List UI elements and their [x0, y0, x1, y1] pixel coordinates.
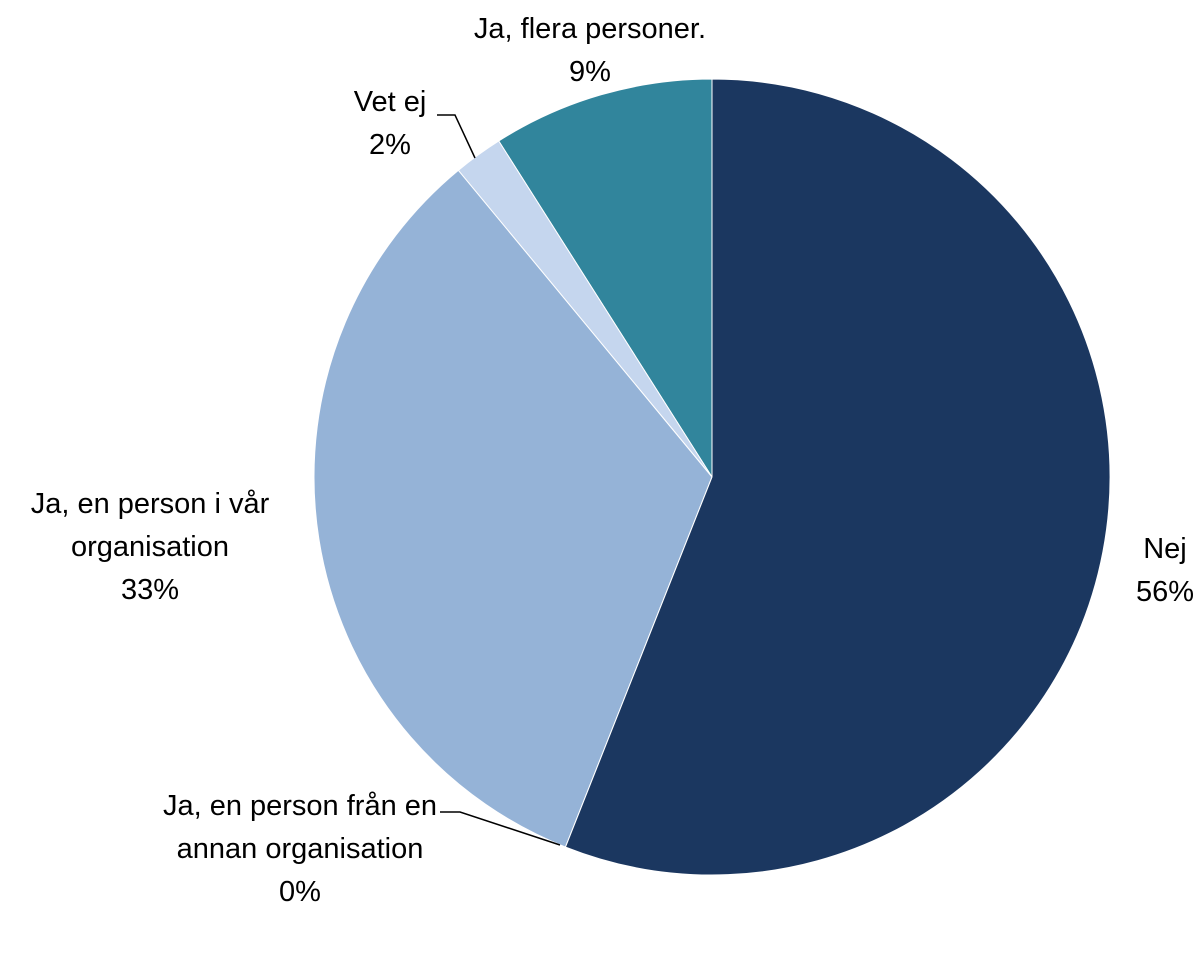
pie-slice: [313, 169, 713, 848]
value-label: 0%: [279, 876, 321, 908]
pie-slice: [564, 78, 1111, 876]
slice-label: Nej 56%: [1120, 528, 1201, 614]
category-label: Vet ej: [353, 86, 427, 118]
pie-slice: [498, 78, 713, 479]
slice-label: Ja, en person i vår organisation 33%: [0, 483, 300, 612]
category-label: Ja, flera personer.: [473, 13, 707, 45]
category-label: Ja, en person från en annan organisation: [162, 790, 438, 865]
value-label: 33%: [120, 574, 180, 606]
slice-label: Vet ej 2%: [330, 81, 450, 167]
category-label: Nej: [1143, 533, 1187, 565]
slice-label: Ja, flera personer. 9%: [430, 8, 750, 94]
value-label: 56%: [1135, 576, 1195, 608]
leader-line: [437, 114, 476, 159]
category-label: Ja, en person i vår organisation: [30, 488, 270, 563]
value-label: 2%: [369, 129, 411, 161]
leader-line: [440, 811, 561, 846]
slice-label: Ja, en person från en annan organisation…: [160, 785, 440, 914]
value-label: 9%: [569, 56, 611, 88]
